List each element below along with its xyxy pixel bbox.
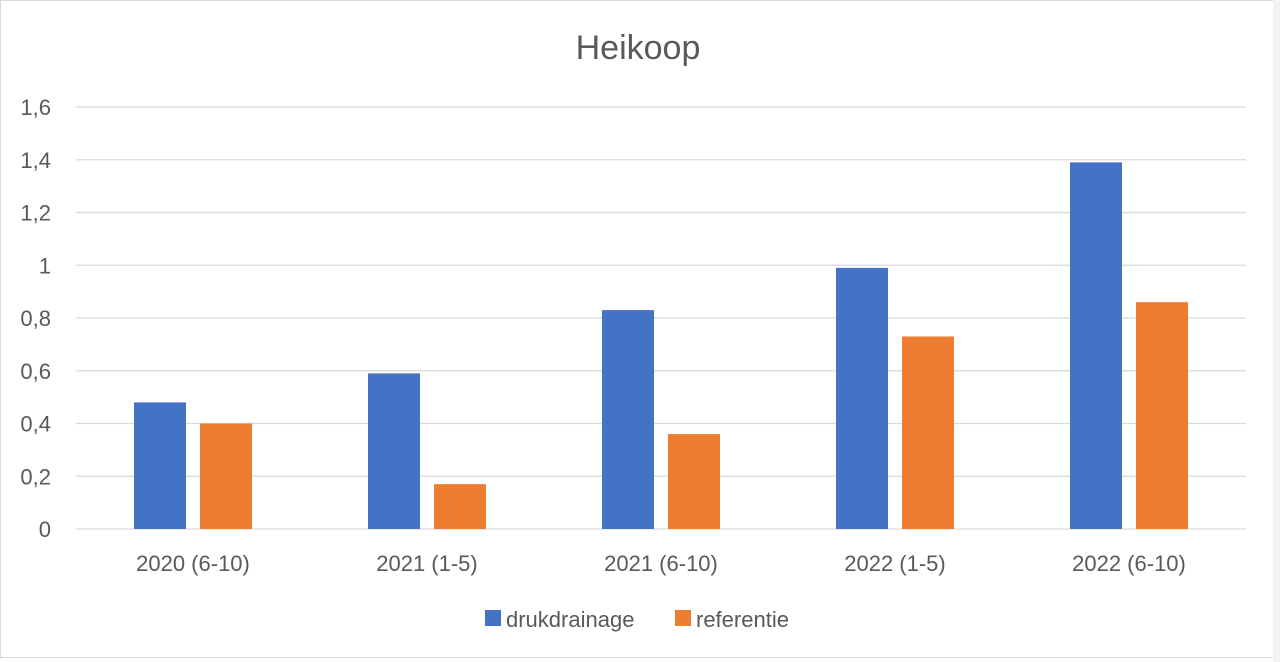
y-tick-label: 0,4 (20, 412, 51, 437)
bar-drukdrainage (836, 267, 888, 529)
bar-referentie (668, 434, 720, 529)
legend-swatch-drukdrainage (485, 610, 501, 626)
bar-drukdrainage (1070, 162, 1122, 529)
x-tick-label: 2022 (1-5) (844, 551, 946, 576)
bar-drukdrainage (368, 373, 420, 529)
bar-referentie (434, 484, 486, 529)
y-tick-label: 1,4 (20, 148, 51, 173)
legend-label: referentie (696, 607, 789, 632)
y-tick-label: 0 (39, 517, 51, 542)
x-tick-label: 2020 (6-10) (136, 551, 250, 576)
y-tick-label: 1 (39, 253, 51, 278)
bars (134, 162, 1188, 529)
chart-title: Heikoop (576, 29, 701, 67)
legend: drukdrainage referentie (485, 607, 789, 632)
y-tick-label: 0,6 (20, 359, 51, 384)
legend-swatch-referentie (675, 610, 691, 626)
y-tick-label: 1,2 (20, 201, 51, 226)
bar-referentie (1136, 302, 1188, 529)
x-axis-tick-labels: 2020 (6-10) 2021 (1-5) 2021 (6-10) 2022 (1-… (136, 551, 1186, 576)
x-tick-label: 2021 (6-10) (604, 551, 718, 576)
x-tick-label: 2022 (6-10) (1072, 551, 1186, 576)
bar-referentie (200, 423, 252, 529)
bar-drukdrainage (134, 402, 186, 529)
y-axis-tick-labels: 0 0,2 0,4 0,6 0,8 1 1,2 1,4 1,6 (20, 95, 51, 542)
window-edge (1273, 0, 1280, 662)
bar-drukdrainage (602, 310, 654, 529)
y-tick-label: 0,2 (20, 464, 51, 489)
legend-label: drukdrainage (506, 607, 634, 632)
gridlines (76, 106, 1246, 530)
y-tick-label: 0,8 (20, 306, 51, 331)
y-tick-label: 1,6 (20, 95, 51, 120)
x-tick-label: 2021 (1-5) (376, 551, 478, 576)
bar-referentie (902, 336, 954, 529)
